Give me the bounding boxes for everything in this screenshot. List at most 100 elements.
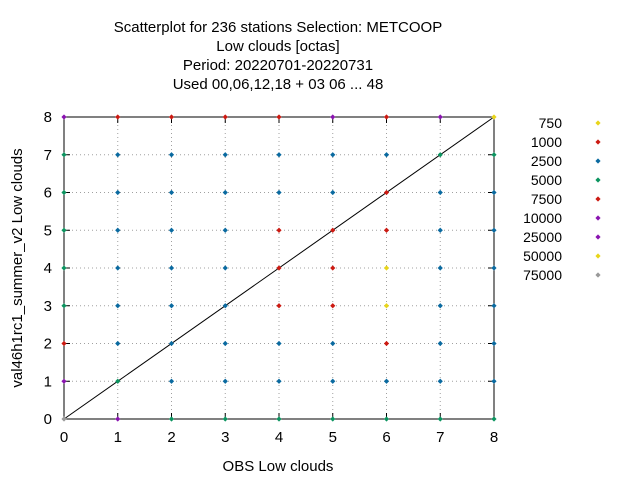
data-point [115, 189, 121, 196]
data-point [61, 416, 67, 422]
data-point [437, 152, 443, 158]
title-line-2: Low clouds [octas] [216, 38, 339, 55]
title-line-3: Period: 20220701-20220731 [183, 57, 373, 74]
data-point [330, 303, 336, 309]
legend-label: 75000 [523, 267, 562, 283]
data-point [383, 416, 390, 422]
data-point [168, 227, 175, 233]
data-point [61, 303, 67, 309]
x-tick-label: 6 [382, 429, 390, 446]
data-point [437, 114, 443, 120]
data-point [222, 340, 228, 347]
data-point [491, 152, 497, 158]
data-point [276, 416, 282, 422]
data-point [115, 114, 121, 120]
legend-label: 50000 [523, 248, 562, 264]
x-tick-label: 1 [114, 429, 122, 446]
legend-label: 7500 [531, 191, 562, 207]
data-point [437, 340, 443, 347]
data-point [491, 189, 497, 196]
data-point [383, 114, 390, 120]
legend-marker [595, 272, 601, 278]
axis-ticks: 0 1 2 3 4 5 6 7 8 0 1 2 3 4 5 6 7 8 [44, 109, 499, 446]
data-point [437, 189, 443, 196]
legend-label: 1000 [531, 134, 562, 150]
y-tick-label: 5 [44, 222, 52, 239]
data-point [168, 378, 175, 384]
data-point [330, 265, 336, 271]
data-point [330, 152, 336, 158]
data-point [437, 265, 443, 271]
data-point [222, 378, 228, 384]
data-point [276, 340, 282, 347]
y-tick-label: 0 [44, 411, 52, 428]
data-point [491, 340, 497, 347]
data-point [491, 265, 497, 271]
y-tick-label: 3 [44, 298, 52, 315]
data-point [330, 340, 336, 347]
x-tick-label: 8 [490, 429, 498, 446]
data-point [168, 416, 175, 422]
data-point [61, 189, 67, 196]
data-point [61, 152, 67, 158]
data-point [276, 189, 282, 196]
data-point [383, 303, 390, 309]
chart-title: Scatterplot for 236 stations Selection: … [114, 19, 442, 93]
legend-marker [595, 177, 601, 183]
legend-marker [595, 215, 601, 221]
data-point [222, 114, 228, 120]
data-point [222, 152, 228, 158]
legend-label: 5000 [531, 172, 562, 188]
data-point [383, 189, 390, 196]
data-point [491, 416, 497, 422]
x-tick-label: 0 [60, 429, 68, 446]
data-point [61, 227, 67, 233]
data-point [491, 378, 497, 384]
y-axis-label: val46h1rc1_summer_v2 Low clouds [9, 148, 26, 387]
data-point [115, 227, 121, 233]
legend-label: 750 [539, 115, 563, 131]
data-point [276, 303, 282, 309]
y-tick-label: 8 [44, 109, 52, 126]
x-tick-label: 3 [221, 429, 229, 446]
title-line-1: Scatterplot for 236 stations Selection: … [114, 19, 442, 36]
data-point [491, 114, 497, 120]
x-tick-label: 5 [329, 429, 337, 446]
data-point [330, 227, 336, 233]
data-point [168, 152, 175, 158]
data-point [276, 378, 282, 384]
data-point [383, 378, 390, 384]
data-point [276, 227, 282, 233]
data-point [491, 227, 497, 233]
data-point [115, 265, 121, 271]
data-point [491, 303, 497, 309]
data-point [222, 416, 228, 422]
data-point [330, 114, 336, 120]
y-tick-label: 7 [44, 147, 52, 164]
data-point [276, 265, 282, 271]
legend-label: 25000 [523, 229, 562, 245]
data-point [276, 152, 282, 158]
data-point [168, 265, 175, 271]
data-point [61, 265, 67, 271]
data-point [383, 152, 390, 158]
legend-marker [595, 196, 601, 202]
data-point [168, 303, 175, 309]
legend: 750 1000 2500 5000 7500 10000 25000 50000 75000 [523, 115, 601, 283]
data-point [222, 227, 228, 233]
title-line-4: Used 00,06,12,18 + 03 06 ... 48 [173, 76, 384, 93]
data-point [61, 340, 67, 347]
data-point [222, 265, 228, 271]
data-point [383, 227, 390, 233]
x-tick-label: 4 [275, 429, 283, 446]
y-tick-label: 2 [44, 336, 52, 353]
x-axis-label: OBS Low clouds [223, 458, 334, 475]
legend-marker [595, 234, 601, 240]
data-point [330, 189, 336, 196]
y-tick-label: 4 [44, 260, 52, 277]
data-point [115, 416, 121, 422]
x-tick-label: 7 [436, 429, 444, 446]
data-point [168, 114, 175, 120]
data-point [437, 416, 443, 422]
